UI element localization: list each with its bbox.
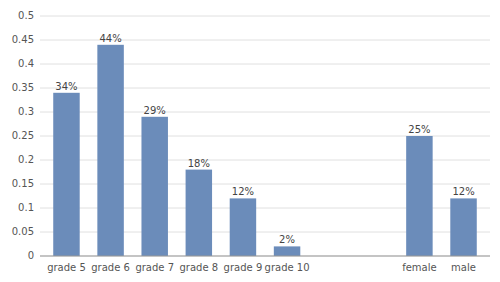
data-label: 25% bbox=[408, 124, 430, 135]
bar bbox=[97, 45, 123, 256]
y-tick-label: 0.2 bbox=[18, 154, 34, 165]
chart-svg: 0 0.05 0.1 0.15 0.2 0.25 0.3 0.35 0.4 0.45 0.5 34% 4… bbox=[0, 0, 500, 282]
y-tick-label: 0 bbox=[28, 250, 34, 261]
x-tick-label: male bbox=[451, 262, 476, 273]
grid bbox=[40, 16, 490, 256]
x-axis-line bbox=[40, 256, 490, 257]
data-label: 34% bbox=[55, 81, 77, 92]
data-labels: 34% 44% 29% 18% 12% 2% 25% 12% bbox=[55, 33, 474, 246]
bar bbox=[450, 198, 476, 256]
y-tick-label: 0.05 bbox=[12, 226, 34, 237]
bars bbox=[53, 45, 477, 256]
chart-container: 0 0.05 0.1 0.15 0.2 0.25 0.3 0.35 0.4 0.45 0.5 34% 4… bbox=[0, 0, 500, 282]
x-tick-label: grade 5 bbox=[47, 262, 86, 273]
data-label: 18% bbox=[188, 158, 210, 169]
y-ticks: 0 0.05 0.1 0.15 0.2 0.25 0.3 0.35 0.4 0.45 0.5 bbox=[12, 10, 34, 261]
x-tick-label: grade 10 bbox=[265, 262, 310, 273]
y-tick-label: 0.15 bbox=[12, 178, 34, 189]
grid-line bbox=[40, 16, 490, 17]
grid-line bbox=[40, 256, 490, 257]
bar bbox=[141, 117, 167, 256]
y-tick-label: 0.35 bbox=[12, 82, 34, 93]
x-ticks: grade 5 grade 6 grade 7 grade 8 grade 9grade… bbox=[47, 262, 476, 273]
bar bbox=[274, 246, 300, 256]
y-tick-label: 0.5 bbox=[18, 10, 34, 21]
data-label: 29% bbox=[144, 105, 166, 116]
data-label: 12% bbox=[232, 186, 254, 197]
x-tick-label: grade 8 bbox=[180, 262, 219, 273]
data-label: 12% bbox=[452, 186, 474, 197]
x-tick-label: grade 9 bbox=[224, 262, 263, 273]
x-tick-label: female bbox=[402, 262, 436, 273]
y-tick-label: 0.1 bbox=[18, 202, 34, 213]
x-tick-label: grade 7 bbox=[135, 262, 174, 273]
y-tick-label: 0.3 bbox=[18, 106, 34, 117]
data-label: 2% bbox=[279, 234, 295, 245]
bar bbox=[186, 170, 212, 256]
y-tick-label: 0.45 bbox=[12, 34, 34, 45]
bar bbox=[230, 198, 256, 256]
x-tick-label: grade 6 bbox=[91, 262, 130, 273]
y-tick-label: 0.4 bbox=[18, 58, 34, 69]
bar bbox=[406, 136, 432, 256]
bar bbox=[53, 93, 79, 256]
y-tick-label: 0.25 bbox=[12, 130, 34, 141]
data-label: 44% bbox=[99, 33, 121, 44]
